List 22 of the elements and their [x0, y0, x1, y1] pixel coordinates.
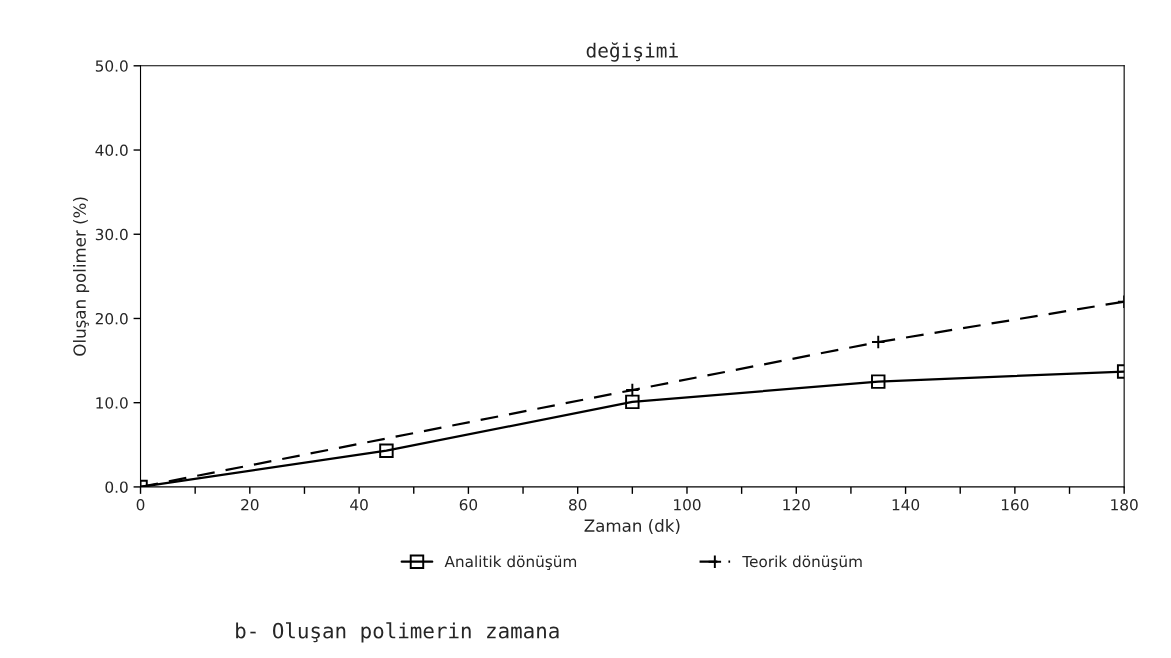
text: b- Oluşan polimerin zamana: [236, 622, 559, 643]
x-tick-label: 140: [892, 499, 920, 511]
x-tick-label: 100: [674, 499, 701, 511]
x-tick-label: 40: [350, 499, 368, 511]
y-axis-title: Oluşan polimer (%): [73, 197, 90, 356]
y-tick-label: 40.0: [95, 144, 128, 157]
y-tick-label: 20.0: [95, 312, 128, 325]
x-tick-label: 0: [136, 499, 145, 511]
y-tick-label: 10.0: [96, 397, 128, 409]
y-tick-label: 30.0: [95, 228, 128, 241]
chart-title: değişimi: [586, 42, 678, 62]
x-tick-label: 20: [241, 499, 259, 511]
y-tick-label: 50.0: [95, 60, 128, 72]
legend-label: Analitik dönüşüm: [444, 555, 577, 570]
x-axis-title: Zaman (dk): [584, 519, 680, 534]
y-tick-label: 0.0: [105, 481, 128, 493]
x-tick-label: 120: [783, 499, 810, 511]
x-tick-label: 80: [569, 499, 587, 511]
legend-label: Teorik dönüşüm: [742, 555, 862, 570]
x-tick-label: 160: [1001, 499, 1029, 511]
x-tick-label: 60: [459, 499, 478, 511]
x-tick-label: 180: [1111, 499, 1138, 511]
